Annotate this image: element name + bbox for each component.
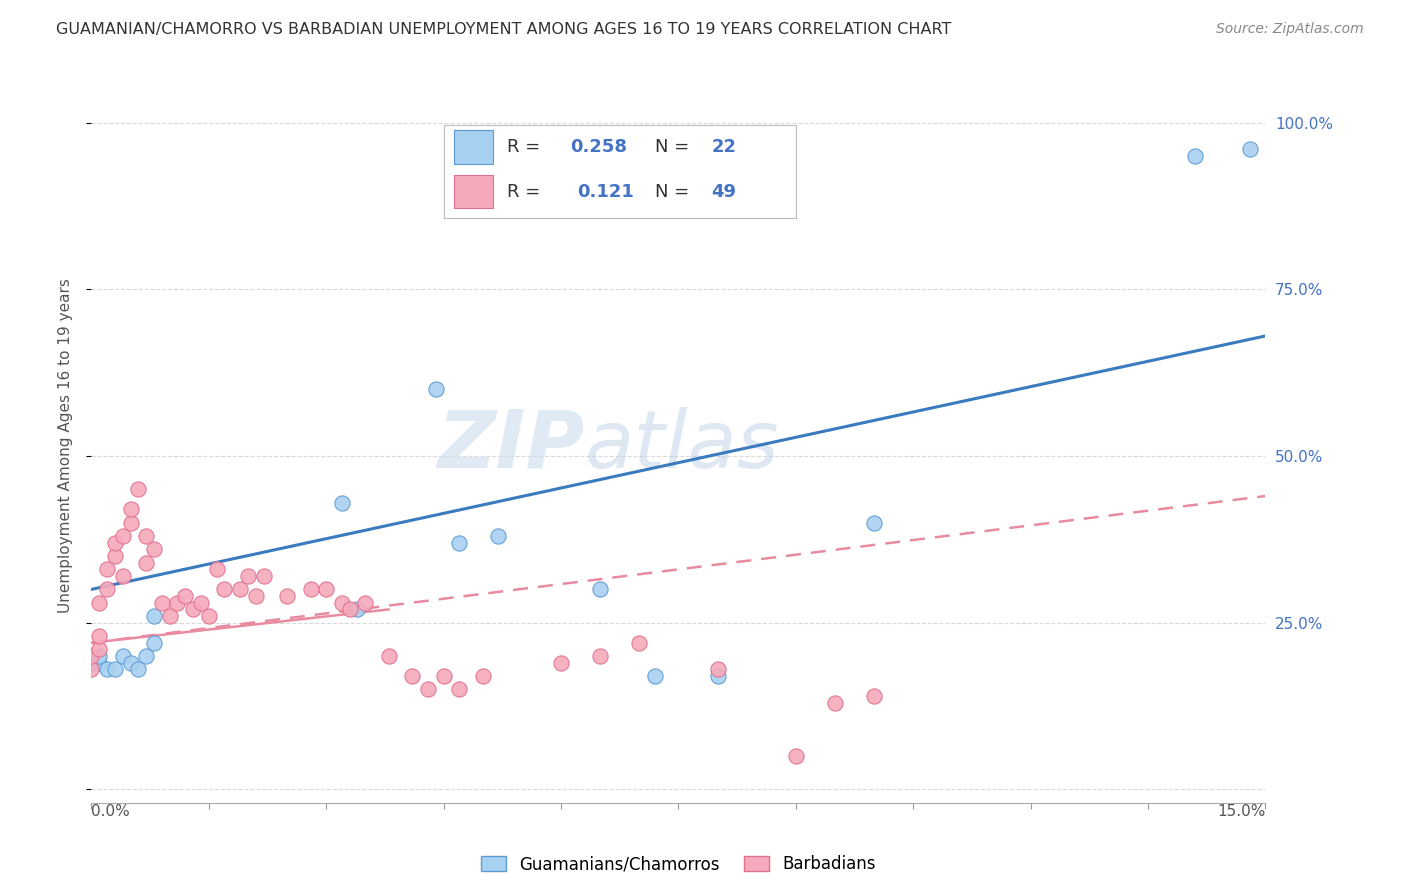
Point xyxy=(159,609,181,624)
Text: 0.121: 0.121 xyxy=(578,183,634,201)
Point xyxy=(80,662,103,676)
Point xyxy=(550,656,572,670)
Point xyxy=(315,582,337,597)
Point xyxy=(150,596,173,610)
Point xyxy=(471,669,494,683)
Point xyxy=(378,649,401,664)
Point xyxy=(449,535,471,549)
Point xyxy=(252,569,274,583)
Point xyxy=(276,589,298,603)
Point xyxy=(824,696,846,710)
Text: GUAMANIAN/CHAMORRO VS BARBADIAN UNEMPLOYMENT AMONG AGES 16 TO 19 YEARS CORRELATI: GUAMANIAN/CHAMORRO VS BARBADIAN UNEMPLOY… xyxy=(56,22,952,37)
Point xyxy=(236,569,259,583)
Point xyxy=(644,669,666,683)
Text: R =: R = xyxy=(508,138,546,156)
Point xyxy=(104,549,127,563)
Point xyxy=(104,662,127,676)
Point xyxy=(120,516,142,530)
Point xyxy=(1239,142,1261,156)
Point xyxy=(143,609,166,624)
Point xyxy=(330,496,353,510)
Point xyxy=(229,582,252,597)
Point xyxy=(96,662,118,676)
Point xyxy=(89,642,111,657)
Point xyxy=(486,529,509,543)
Point xyxy=(785,749,807,764)
Point xyxy=(96,582,118,597)
Point xyxy=(706,662,728,676)
Point xyxy=(104,535,127,549)
Point xyxy=(190,596,212,610)
Text: atlas: atlas xyxy=(585,407,779,485)
Text: ZIP: ZIP xyxy=(437,407,585,485)
Point xyxy=(111,529,134,543)
Point xyxy=(330,596,353,610)
Point xyxy=(214,582,236,597)
Point xyxy=(205,562,228,576)
Text: 22: 22 xyxy=(711,138,737,156)
Text: N =: N = xyxy=(655,183,695,201)
Point xyxy=(111,569,134,583)
Point xyxy=(174,589,197,603)
Text: R =: R = xyxy=(508,183,551,201)
Point xyxy=(127,483,149,497)
Point xyxy=(80,649,103,664)
Point xyxy=(706,669,728,683)
Point xyxy=(89,656,111,670)
Point xyxy=(339,602,361,616)
Point xyxy=(197,609,219,624)
Point xyxy=(432,669,454,683)
Point xyxy=(863,516,886,530)
Text: 15.0%: 15.0% xyxy=(1218,805,1265,819)
Point xyxy=(589,582,612,597)
Point xyxy=(120,502,142,516)
Point xyxy=(135,529,157,543)
Point xyxy=(166,596,188,610)
Point xyxy=(89,596,111,610)
Point xyxy=(354,596,377,610)
Point xyxy=(589,649,612,664)
Point xyxy=(628,636,651,650)
Point xyxy=(401,669,423,683)
Point xyxy=(449,682,471,697)
Text: 0.258: 0.258 xyxy=(571,138,627,156)
Y-axis label: Unemployment Among Ages 16 to 19 years: Unemployment Among Ages 16 to 19 years xyxy=(58,278,73,614)
Point xyxy=(863,689,886,703)
Point xyxy=(346,602,368,616)
Text: 0.0%: 0.0% xyxy=(91,805,131,819)
Point xyxy=(96,562,118,576)
Point xyxy=(89,629,111,643)
Point xyxy=(425,382,447,396)
Point xyxy=(111,649,134,664)
Point xyxy=(245,589,267,603)
Point xyxy=(416,682,439,697)
Point xyxy=(135,649,157,664)
Point xyxy=(299,582,322,597)
Legend: Guamanians/Chamorros, Barbadians: Guamanians/Chamorros, Barbadians xyxy=(474,849,883,880)
Text: 49: 49 xyxy=(711,183,737,201)
Text: N =: N = xyxy=(655,138,695,156)
Point xyxy=(120,656,142,670)
FancyBboxPatch shape xyxy=(454,130,494,164)
FancyBboxPatch shape xyxy=(454,175,494,209)
Point xyxy=(80,656,103,670)
Point xyxy=(89,649,111,664)
Point xyxy=(143,636,166,650)
Point xyxy=(135,556,157,570)
Point xyxy=(127,662,149,676)
Point xyxy=(143,542,166,557)
Text: Source: ZipAtlas.com: Source: ZipAtlas.com xyxy=(1216,22,1364,37)
Point xyxy=(181,602,204,616)
Point xyxy=(1184,149,1206,163)
